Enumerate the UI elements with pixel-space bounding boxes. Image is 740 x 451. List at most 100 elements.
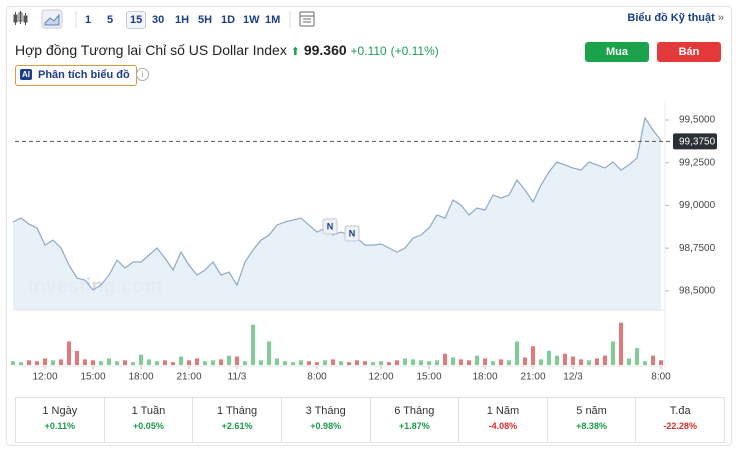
volume-bar [243,361,247,365]
interval-button[interactable]: 1D [221,14,236,26]
volume-bar [315,362,319,365]
period-change: +8.38% [576,421,607,431]
period-change: +0.98% [310,421,342,431]
volume-bar [307,361,311,365]
volume-bar [179,356,183,365]
y-tick-label: 99,2500 [679,157,716,168]
performance-cell[interactable]: 5 năm +8.38% [548,398,637,442]
technical-chart-link[interactable]: Biểu đồ Kỹ thuật » [627,12,724,24]
news-marker [344,225,360,242]
plot: Investing.com [12,116,662,311]
period-change: +0.11% [44,421,75,431]
volume-bar [531,346,535,365]
volume-bar [227,355,231,365]
performance-table: 1 Ngày +0.11% 1 Tuần +0.05% 1 Tháng +2.61% 3 T… [15,397,725,443]
volume-bar [147,359,151,365]
volume-bar [51,360,55,365]
interval-button[interactable]: 1M [265,14,281,26]
candle-icon[interactable] [13,11,28,25]
change: +0.110 [350,44,387,58]
performance-cell[interactable]: 1 Ngày +0.11% [16,398,105,442]
period-label: 1 Năm [486,405,520,417]
performance-cell[interactable]: 3 Tháng +0.98% [282,398,371,442]
volume-bar [403,358,407,365]
volume-bar [251,324,255,365]
performance-cell[interactable]: 1 Tháng +2.61% [193,398,282,442]
x-tick-label: 18:00 [472,372,497,383]
interval-button[interactable]: 1 [85,14,92,26]
interval-button[interactable]: 5H [198,14,213,26]
up-arrow: ⬆ [290,46,300,58]
volume-bar [619,322,623,365]
ai-analysis-button[interactable]: AI Phân tích biểu đồ [15,65,137,86]
volume-bar [419,360,423,365]
y-tick-label: 98,5000 [679,286,716,297]
volume-bar [659,360,663,365]
volume-bar [491,361,495,365]
volume-bar [339,361,343,365]
news-marker-label: N [349,228,356,238]
interval-button[interactable]: 5 [107,14,114,26]
volume-bar [435,360,439,365]
title-text: Hợp đồng Tương lai Chỉ số US Dollar Inde… [15,42,287,58]
performance-cell[interactable]: 6 Tháng +1.87% [371,398,460,442]
period-label: 1 Ngày [42,405,78,417]
x-tick-label: 12/3 [563,372,583,383]
sell-button[interactable]: Bán [657,42,721,62]
period-change: +1.87% [398,421,430,431]
x-tick-label: 21:00 [176,372,201,383]
volume-bar [483,358,487,365]
volume-bar [523,357,527,365]
volume-bar [603,355,607,365]
volume-bar [515,341,519,365]
volume-bar [331,359,335,365]
period-label: 1 Tuần [131,405,166,417]
volume-bar [547,350,551,365]
volume-bar [459,359,463,365]
volume-bar [291,362,295,365]
x-tick-label: 8:00 [651,372,671,383]
volume-bar [43,358,47,365]
volume-bar [643,361,647,365]
instrument-title: Hợp đồng Tương lai Chỉ số US Dollar Inde… [15,42,439,58]
volume-bar [411,359,415,365]
volume-bar [563,353,567,365]
performance-cell[interactable]: 1 Tuần +0.05% [105,398,194,442]
info-icon[interactable]: i [136,68,149,81]
volume-bar [35,361,39,365]
period-label: 3 Tháng [305,405,346,417]
volume-bar [187,360,191,365]
widget-frame [6,6,732,446]
interval-button[interactable]: 1W [243,14,260,26]
volume-bar [203,361,207,365]
volume-bar [595,358,599,365]
change-pct: (+0.11%) [390,44,439,58]
interval-button[interactable]: 1H [175,14,190,26]
volume-bar [107,358,111,365]
volume-bar [387,362,391,365]
volume-bar [11,361,15,365]
volume-bar [651,355,655,365]
volume-bar [195,358,199,365]
performance-cell[interactable]: T.đa -22.28% [636,398,724,442]
volume-bar [299,360,303,365]
news-marker [322,218,338,235]
buy-button[interactable]: Mua [585,42,649,62]
current-price-box [673,133,717,150]
volume-bar [235,356,239,365]
interval-button[interactable]: 30 [152,14,165,26]
y-tick-label: 99,0000 [679,200,716,211]
volume-bar [571,356,575,365]
interval-button[interactable]: 15 [126,11,147,29]
x-tick-label: 8:00 [307,372,327,383]
current-price-label: 99,3750 [679,136,716,147]
news-marker-label: N [327,221,334,231]
performance-cell[interactable]: 1 Năm -4.08% [459,398,548,442]
period-change: +0.05% [133,421,164,431]
area-icon[interactable] [41,9,63,29]
table-icon[interactable] [299,11,315,27]
volume-bar [347,362,351,365]
volume-bar [627,358,631,365]
volume-bar [507,360,511,365]
